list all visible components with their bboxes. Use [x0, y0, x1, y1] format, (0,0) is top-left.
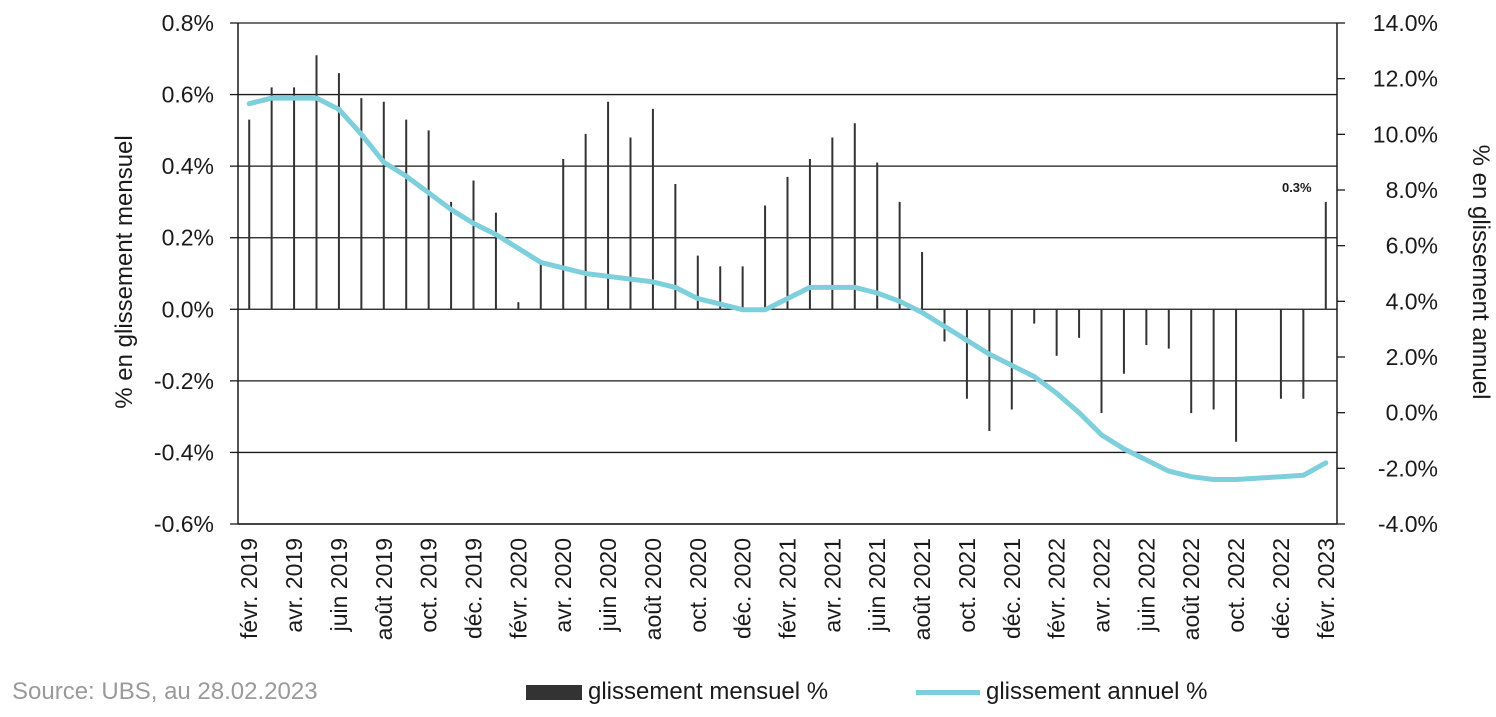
y-right-tick-label: -4.0% — [1378, 511, 1438, 537]
x-tick-label: avr. 2021 — [819, 538, 845, 633]
x-tick-label: août 2021 — [909, 538, 935, 640]
x-tick-label: avr. 2020 — [550, 538, 576, 633]
line-series-glissement-annuel — [246, 95, 1329, 482]
y-right-tick-label: 8.0% — [1386, 177, 1438, 203]
y-right-tick-label: 6.0% — [1386, 233, 1438, 259]
x-tick-label: juin 2019 — [326, 538, 352, 632]
bar-series-glissement-mensuel — [248, 55, 1327, 442]
x-tick-label: févr. 2022 — [1044, 538, 1070, 639]
legend-line-swatch — [916, 689, 980, 695]
x-tick-label: août 2020 — [640, 538, 666, 640]
last-value-annotation: 0.3% — [1282, 180, 1312, 195]
y-left-axis-label: % en glissement mensuel — [111, 135, 138, 408]
y-left-tick-label: 0.4% — [162, 153, 214, 179]
x-tick-labels: févr. 2019 avr. 2019 juin 2019 août 2019 oct… — [236, 538, 1339, 640]
legend-bar-swatch — [526, 684, 582, 700]
x-tick-label: oct. 2019 — [416, 538, 442, 633]
x-tick-label: févr. 2019 — [236, 538, 262, 639]
x-tick-label: déc. 2021 — [999, 538, 1025, 639]
y-left-tick-label: -0.2% — [154, 368, 214, 394]
x-tick-label: déc. 2020 — [730, 538, 756, 639]
x-tick-label: avr. 2019 — [281, 538, 307, 633]
y-left-tick-label: -0.4% — [154, 439, 214, 465]
source-note: Source: UBS, au 28.02.2023 — [12, 678, 318, 705]
y-left-tick-label: -0.6% — [154, 511, 214, 537]
x-tick-label: oct. 2021 — [954, 538, 980, 633]
y-right-tick-label: 4.0% — [1386, 288, 1438, 314]
y-right-tick-labels: 14.0% 12.0% 10.0% 8.0% 6.0% 4.0% 2.0% 0.0% -2.0%… — [1373, 10, 1438, 537]
y-left-tick-labels: 0.8% 0.6% 0.4% 0.2% 0.0% -0.2% -0.4% -0.6% — [154, 10, 214, 537]
y-right-tick-label: 12.0% — [1373, 66, 1438, 92]
x-tick-label: juin 2022 — [1133, 538, 1159, 632]
x-tick-label: juin 2021 — [864, 538, 890, 632]
y-left-tick-label: 0.6% — [162, 82, 214, 108]
legend-label-annuel: glissement annuel % — [986, 678, 1208, 705]
x-tick-label: déc. 2019 — [461, 538, 487, 639]
y-right-tick-label: -2.0% — [1378, 455, 1438, 481]
y-left-tick-label: 0.8% — [162, 10, 214, 36]
x-tick-label: août 2022 — [1178, 538, 1204, 640]
legend-label-mensuel: glissement mensuel % — [588, 678, 829, 705]
y-left-tick-label: 0.0% — [162, 296, 214, 322]
x-tick-label: févr. 2023 — [1313, 538, 1339, 639]
x-tick-label: oct. 2022 — [1223, 538, 1249, 633]
x-tick-label: oct. 2020 — [685, 538, 711, 633]
y-right-tick-label: 0.0% — [1386, 400, 1438, 426]
x-tick-label: déc. 2022 — [1268, 538, 1294, 639]
legend-item-mensuel: glissement mensuel % — [526, 678, 828, 706]
y-right-axis-label: % en glissement annuel — [1467, 145, 1494, 400]
chart-canvas: 0.8% 0.6% 0.4% 0.2% 0.0% -0.2% -0.4% -0.6% 14.0… — [111, 10, 1494, 640]
legend-item-annuel: glissement annuel % — [916, 678, 1207, 706]
axes — [230, 22, 1345, 525]
y-left-tick-label: 0.2% — [162, 225, 214, 251]
x-tick-label: juin 2020 — [595, 538, 621, 632]
x-tick-label: août 2019 — [371, 538, 397, 640]
x-tick-label: févr. 2020 — [505, 538, 531, 639]
y-right-tick-label: 2.0% — [1386, 344, 1438, 370]
x-tick-label: avr. 2022 — [1089, 538, 1115, 633]
y-right-tick-label: 10.0% — [1373, 121, 1438, 147]
x-tick-label: févr. 2021 — [775, 538, 801, 639]
y-right-tick-label: 14.0% — [1373, 10, 1438, 36]
